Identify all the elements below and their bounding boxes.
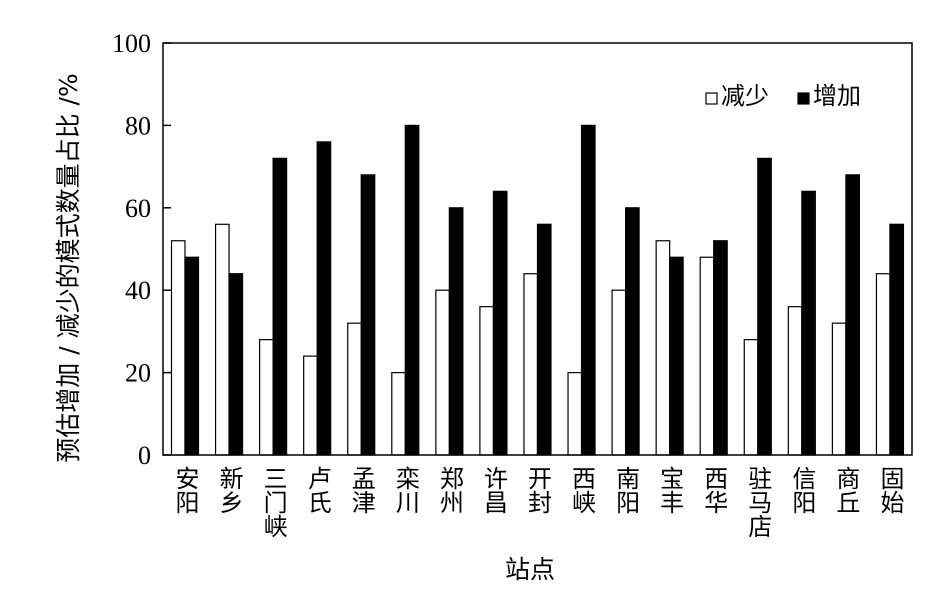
bar-decrease	[391, 372, 406, 456]
y-axis-title-group: 预估增加 / 减少的模式数量占比 /%	[54, 73, 83, 462]
plot-frame	[162, 42, 913, 456]
bar-decrease	[479, 306, 495, 456]
category-label: 商丘	[832, 466, 860, 514]
y-axis-title: 预估增加 / 减少的模式数量占比 /%	[54, 73, 83, 462]
bar-decrease	[743, 339, 759, 456]
bar-decrease	[655, 240, 671, 456]
legend-label-increase: 增加	[813, 82, 861, 110]
category-label: 新乡	[215, 466, 243, 514]
category-label: 信阳	[788, 466, 816, 514]
bar-increase	[492, 190, 508, 456]
y-tick-label: 60	[125, 194, 151, 223]
bar-increase	[360, 174, 376, 456]
category-label: 三门峡	[259, 466, 287, 538]
bar-decrease	[435, 289, 450, 456]
bar-increase	[184, 256, 200, 456]
y-ticks: 0 20 40 60 80 100	[112, 29, 171, 470]
x-axis-title: 站点	[505, 555, 555, 584]
y-tick-label: 40	[125, 276, 151, 305]
bar-decrease	[347, 322, 362, 456]
y-tick-label: 80	[125, 111, 151, 140]
category-labels: 安阳 新乡 三门峡 卢氏 孟津 栾川 郑州 许昌 开封 西峡 南阳 宝丰 西华 驻马店 信阳 商丘 固始	[171, 466, 904, 538]
category-label: 栾川	[391, 466, 419, 514]
bar-increase	[316, 141, 332, 456]
bar-decrease	[523, 273, 539, 456]
bar-decrease	[259, 339, 274, 456]
y-tick-label: 0	[138, 441, 151, 470]
bar-decrease	[170, 240, 186, 456]
bars	[170, 124, 905, 456]
category-label: 西峡	[568, 466, 596, 514]
bar-decrease	[787, 306, 803, 456]
legend-swatch-decrease	[705, 92, 718, 105]
bar-increase	[272, 157, 288, 456]
bar-increase	[889, 223, 905, 456]
bar-increase	[801, 190, 816, 456]
category-label: 开封	[524, 466, 552, 514]
bar-increase	[713, 240, 728, 456]
category-label: 西华	[700, 466, 728, 514]
bar-increase	[845, 174, 860, 456]
bar-decrease	[699, 256, 715, 456]
legend-label-decrease: 减少	[721, 82, 769, 110]
bar-increase	[536, 223, 552, 456]
bar-increase	[448, 207, 464, 456]
y-tick-label: 20	[125, 359, 151, 388]
bar-increase	[669, 256, 684, 456]
bar-decrease	[303, 355, 318, 456]
category-label: 孟津	[347, 466, 375, 514]
bar-decrease	[611, 289, 627, 456]
bar-increase	[580, 124, 596, 456]
category-label: 卢氏	[303, 466, 331, 514]
category-label: 宝丰	[656, 466, 684, 514]
category-label: 郑州	[435, 466, 463, 514]
y-tick-label: 100	[112, 29, 151, 58]
bar-increase	[757, 157, 772, 456]
bar-increase	[624, 207, 640, 456]
category-label: 南阳	[612, 466, 640, 514]
bar-decrease	[567, 372, 583, 456]
bar-decrease	[831, 322, 847, 456]
category-label: 驻马店	[744, 466, 772, 538]
bar-increase	[404, 124, 420, 456]
bar-increase	[228, 273, 244, 456]
category-label: 许昌	[479, 466, 507, 514]
legend: 减少 增加	[705, 82, 861, 110]
category-label: 固始	[876, 466, 904, 514]
bar-decrease	[875, 273, 891, 456]
bar-decrease	[214, 223, 230, 456]
legend-swatch-increase	[797, 92, 810, 105]
category-label: 安阳	[171, 466, 199, 514]
